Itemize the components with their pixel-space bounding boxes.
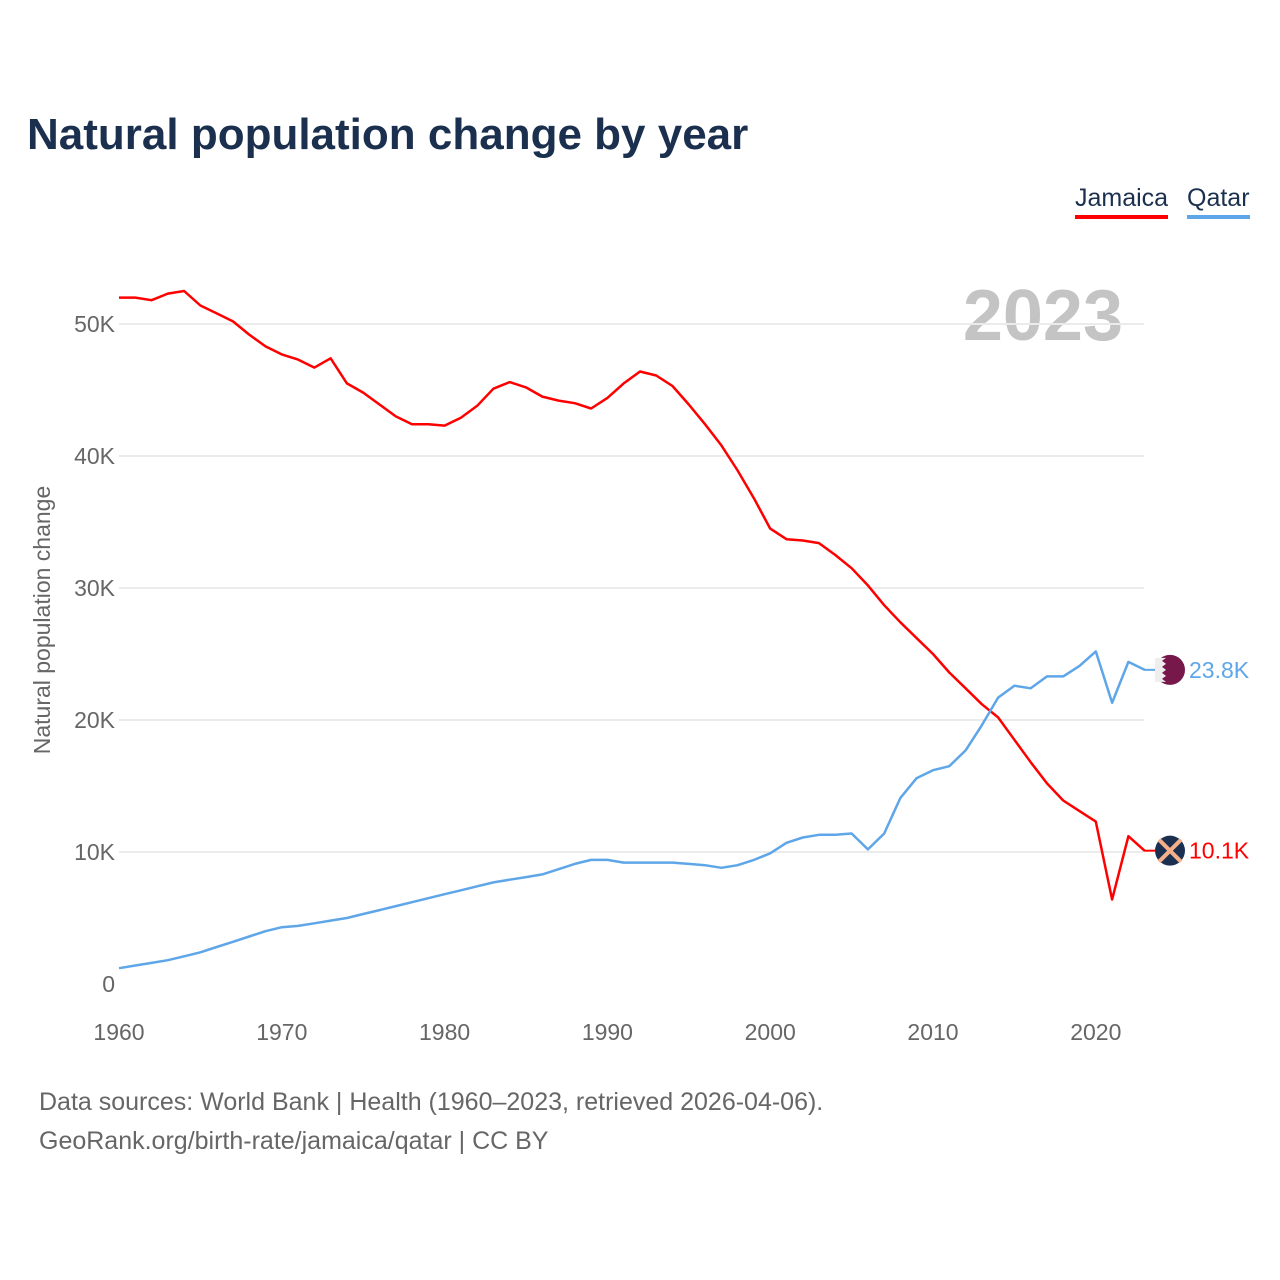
- end-value-label: 10.1K: [1189, 838, 1250, 864]
- x-tick-label: 1960: [93, 1019, 144, 1045]
- y-tick-label: 40K: [74, 443, 116, 469]
- x-tick-label: 1990: [582, 1019, 633, 1045]
- x-tick-label: 2020: [1070, 1019, 1121, 1045]
- y-tick-label: 10K: [74, 839, 116, 865]
- qatar-flag-icon: [1155, 654, 1185, 685]
- chart-title: Natural population change by year: [27, 110, 749, 159]
- series-line-jamaica: [119, 289, 1146, 901]
- x-tick-label: 2010: [907, 1019, 958, 1045]
- y-tick-label: 0: [102, 971, 115, 997]
- flag-white: [1155, 657, 1166, 682]
- y-axis-label: Natural population change: [29, 486, 55, 755]
- footer-link[interactable]: GeoRank.org/birth-rate/jamaica/qatar | C…: [39, 1127, 549, 1155]
- x-tick-label: 1970: [256, 1019, 307, 1045]
- end-value-label: 23.8K: [1189, 657, 1250, 683]
- x-tick-label: 1980: [419, 1019, 470, 1045]
- y-tick-label: 30K: [74, 575, 116, 601]
- jamaica-flag-icon: [1155, 835, 1185, 866]
- year-watermark: 2023: [963, 276, 1123, 356]
- y-tick-label: 50K: [74, 311, 116, 337]
- series-line-qatar: [118, 650, 1146, 970]
- y-tick-label: 20K: [74, 707, 116, 733]
- x-tick-label: 2000: [745, 1019, 796, 1045]
- legend-qatar[interactable]: Qatar: [1187, 184, 1250, 219]
- footer-sources: Data sources: World Bank | Health (1960–…: [39, 1088, 824, 1116]
- legend-jamaica[interactable]: Jamaica: [1075, 184, 1169, 219]
- flag-cross: [1157, 838, 1183, 864]
